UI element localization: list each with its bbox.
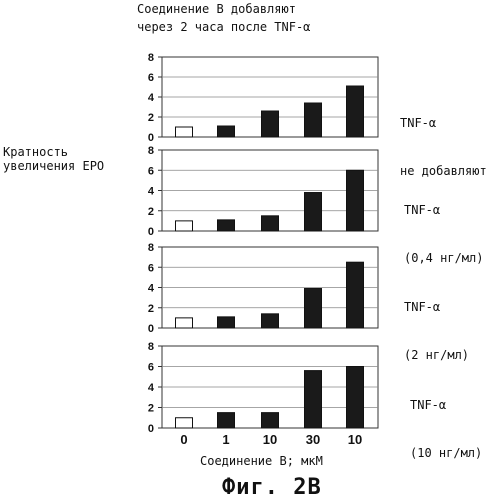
bar xyxy=(305,193,322,231)
y-tick-label: 8 xyxy=(148,52,154,64)
y-tick-label: 8 xyxy=(148,242,154,254)
figure-caption: Фиг. 2B xyxy=(222,476,322,500)
y-tick-label: 6 xyxy=(148,262,154,274)
bar xyxy=(262,111,279,137)
bar xyxy=(262,314,279,328)
y-tick-label: 4 xyxy=(148,186,155,198)
x-tick-label: 30 xyxy=(306,432,320,447)
bar xyxy=(218,317,235,328)
y-tick-label: 0 xyxy=(148,226,154,238)
bar xyxy=(347,86,364,137)
bar xyxy=(262,216,279,231)
bar xyxy=(176,221,193,231)
bar xyxy=(305,289,322,328)
bar xyxy=(347,170,364,231)
y-tick-label: 2 xyxy=(148,206,154,218)
bar xyxy=(218,413,235,428)
y-tick-label: 4 xyxy=(148,92,155,104)
y-tick-label: 8 xyxy=(148,145,154,157)
bar xyxy=(218,126,235,137)
bar xyxy=(305,103,322,137)
y-tick-label: 0 xyxy=(148,423,154,435)
x-tick-label: 10 xyxy=(263,432,277,447)
bar xyxy=(176,318,193,328)
x-tick-label: 10 xyxy=(348,432,362,447)
bar xyxy=(347,367,364,429)
y-tick-label: 6 xyxy=(148,165,154,177)
bar xyxy=(176,127,193,137)
y-tick-label: 0 xyxy=(148,132,154,144)
x-axis-label: Соединение B; мкМ xyxy=(200,454,323,468)
bar xyxy=(176,418,193,428)
y-tick-label: 4 xyxy=(148,283,155,295)
y-tick-label: 8 xyxy=(148,341,154,353)
y-tick-label: 6 xyxy=(148,362,154,374)
bar xyxy=(305,371,322,428)
x-tick-label: 0 xyxy=(180,432,187,447)
bar xyxy=(218,220,235,231)
y-tick-label: 6 xyxy=(148,72,154,84)
y-tick-label: 0 xyxy=(148,323,154,335)
y-tick-label: 4 xyxy=(148,382,155,394)
x-tick-label: 1 xyxy=(222,432,229,447)
y-tick-label: 2 xyxy=(148,112,154,124)
y-tick-label: 2 xyxy=(148,403,154,415)
bar xyxy=(262,413,279,428)
y-tick-label: 2 xyxy=(148,303,154,315)
bar xyxy=(347,262,364,328)
